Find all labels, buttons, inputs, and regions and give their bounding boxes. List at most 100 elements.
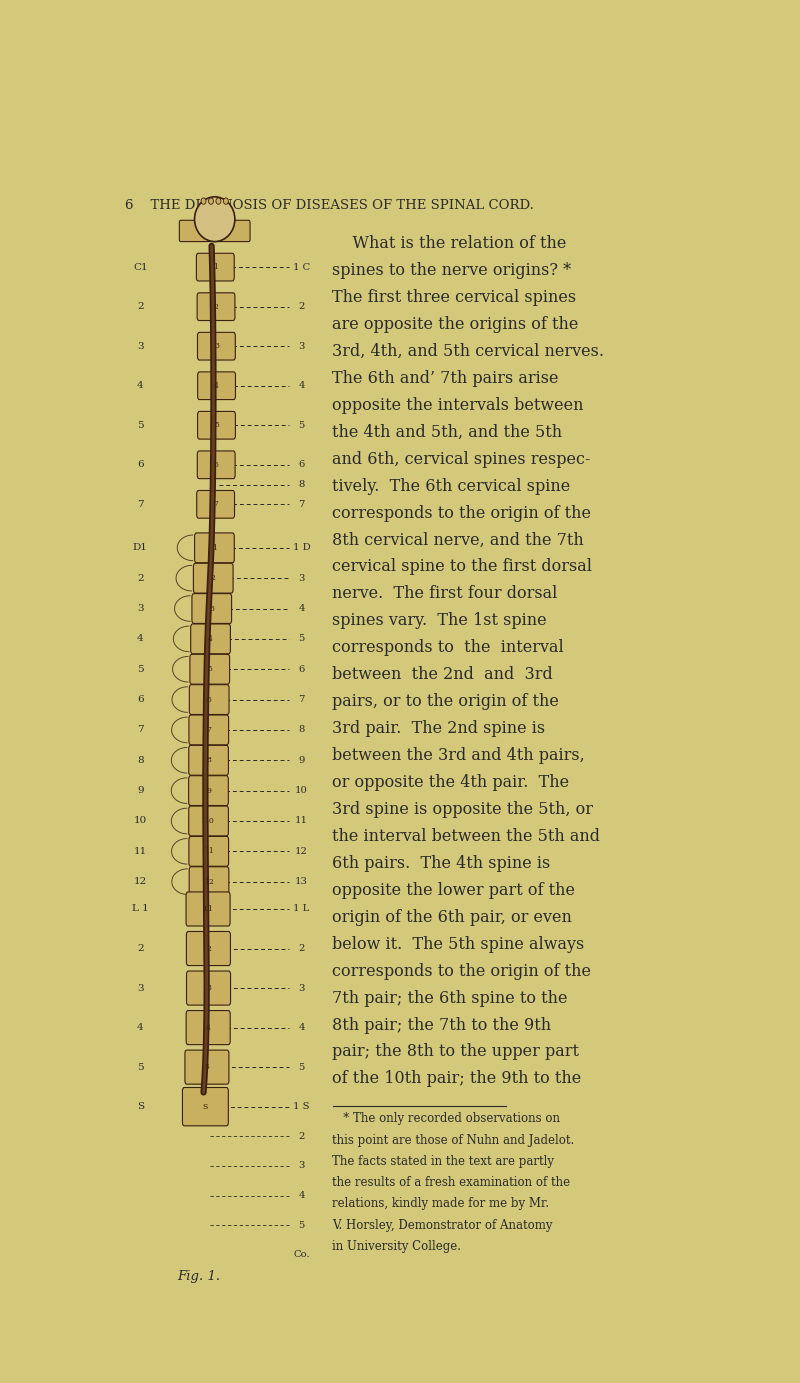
Text: corresponds to the origin of the: corresponds to the origin of the [333,963,591,979]
Text: 5: 5 [137,665,144,674]
Text: 4: 4 [206,1023,210,1032]
FancyBboxPatch shape [189,745,229,776]
Text: 12: 12 [204,878,214,885]
Text: tively.  The 6th cervical spine: tively. The 6th cervical spine [333,477,570,495]
FancyBboxPatch shape [185,1050,229,1084]
Text: 7: 7 [298,696,305,704]
Text: 3: 3 [137,342,144,351]
Text: 2: 2 [211,574,216,582]
Text: this point are those of Nuhn and Jadelot.: this point are those of Nuhn and Jadelot… [333,1134,574,1147]
Text: 5: 5 [207,665,212,674]
Text: 7: 7 [137,499,144,509]
Text: 2: 2 [298,1131,305,1141]
Text: 5: 5 [214,422,219,429]
Ellipse shape [223,198,228,205]
Text: 4: 4 [137,382,144,390]
Text: 7: 7 [298,499,305,509]
FancyBboxPatch shape [198,411,235,440]
Text: 7: 7 [213,501,218,509]
Text: 6: 6 [298,665,305,674]
Text: nerve.  The first four dorsal: nerve. The first four dorsal [333,585,558,603]
Text: corresponds to the origin of the: corresponds to the origin of the [333,505,591,521]
FancyBboxPatch shape [189,806,228,835]
Ellipse shape [194,196,235,242]
FancyBboxPatch shape [194,532,234,563]
Text: are opposite the origins of the: are opposite the origins of the [333,315,579,333]
Text: corresponds to  the  interval: corresponds to the interval [333,639,564,657]
Text: 8: 8 [298,480,305,490]
Text: 6    THE DIAGNOSIS OF DISEASES OF THE SPINAL CORD.: 6 THE DIAGNOSIS OF DISEASES OF THE SPINA… [125,199,534,212]
Text: the results of a fresh examination of the: the results of a fresh examination of th… [333,1176,570,1189]
FancyBboxPatch shape [197,253,234,281]
Text: 4: 4 [208,635,213,643]
Text: 7th pair; the 6th spine to the: 7th pair; the 6th spine to the [333,990,568,1007]
Text: V. Horsley, Demonstrator of Anatomy: V. Horsley, Demonstrator of Anatomy [333,1218,553,1232]
FancyBboxPatch shape [197,293,235,321]
Text: 13: 13 [295,877,308,887]
Text: origin of the 6th pair, or even: origin of the 6th pair, or even [333,909,572,925]
Text: 9: 9 [298,755,305,765]
Text: 2: 2 [137,574,144,582]
Text: 5: 5 [298,1221,305,1229]
FancyBboxPatch shape [186,971,230,1005]
Text: 2: 2 [137,945,144,953]
Text: 1 D: 1 D [293,544,310,552]
FancyBboxPatch shape [179,220,250,242]
Text: C1: C1 [133,263,148,271]
Text: 7: 7 [206,726,211,734]
Text: 4: 4 [298,604,305,613]
Text: 6: 6 [298,461,305,469]
Text: 9: 9 [137,786,144,795]
Text: 7: 7 [137,726,144,734]
Text: 3: 3 [137,604,144,613]
Text: pairs, or to the origin of the: pairs, or to the origin of the [333,693,559,711]
Text: 12: 12 [295,846,308,856]
Text: cervical spine to the first dorsal: cervical spine to the first dorsal [333,559,593,575]
Text: 1 S: 1 S [294,1102,310,1111]
Text: 11: 11 [204,848,214,855]
FancyBboxPatch shape [198,372,235,400]
Text: between the 3rd and 4th pairs,: between the 3rd and 4th pairs, [333,747,586,763]
Text: * The only recorded observations on: * The only recorded observations on [333,1112,561,1126]
Ellipse shape [209,198,214,205]
FancyBboxPatch shape [190,685,229,715]
Text: of the 10th pair; the 9th to the: of the 10th pair; the 9th to the [333,1070,582,1087]
Text: 3rd, 4th, and 5th cervical nerves.: 3rd, 4th, and 5th cervical nerves. [333,343,605,360]
Text: S: S [137,1102,144,1111]
Text: 3rd pair.  The 2nd spine is: 3rd pair. The 2nd spine is [333,721,546,737]
Text: spines vary.  The 1st spine: spines vary. The 1st spine [333,613,547,629]
FancyBboxPatch shape [182,1087,228,1126]
Text: 4: 4 [298,1191,305,1200]
Text: opposite the lower part of the: opposite the lower part of the [333,882,575,899]
Text: 1 L: 1 L [294,904,310,914]
Text: 5: 5 [298,635,305,643]
Text: 3: 3 [298,342,305,351]
Text: 4: 4 [137,635,144,643]
Text: between  the 2nd  and  3rd: between the 2nd and 3rd [333,667,554,683]
Text: L1: L1 [203,904,213,913]
Text: 1: 1 [213,263,218,271]
Text: 3: 3 [137,983,144,993]
Text: 3: 3 [298,574,305,582]
Text: 3: 3 [298,983,305,993]
Text: 3rd spine is opposite the 5th, or: 3rd spine is opposite the 5th, or [333,801,594,817]
Text: 3: 3 [210,604,214,613]
FancyBboxPatch shape [189,715,229,745]
Text: 4: 4 [137,1023,144,1032]
Text: 8: 8 [137,755,144,765]
Text: 2: 2 [298,301,305,311]
Text: pair; the 8th to the upper part: pair; the 8th to the upper part [333,1043,579,1061]
FancyBboxPatch shape [197,491,234,519]
Text: 6: 6 [137,461,144,469]
Text: 5: 5 [298,1062,305,1072]
Text: the 4th and 5th, and the 5th: the 4th and 5th, and the 5th [333,423,562,441]
Text: 5: 5 [137,420,144,430]
Text: 10: 10 [134,816,147,826]
Text: the interval between the 5th and: the interval between the 5th and [333,828,601,845]
Ellipse shape [216,198,221,205]
Text: 4: 4 [298,382,305,390]
Text: or opposite the 4th pair.  The: or opposite the 4th pair. The [333,774,570,791]
Text: Fig. 1.: Fig. 1. [178,1270,221,1283]
Text: 5: 5 [298,420,305,430]
Text: The 6th and’ 7th pairs arise: The 6th and’ 7th pairs arise [333,369,559,387]
